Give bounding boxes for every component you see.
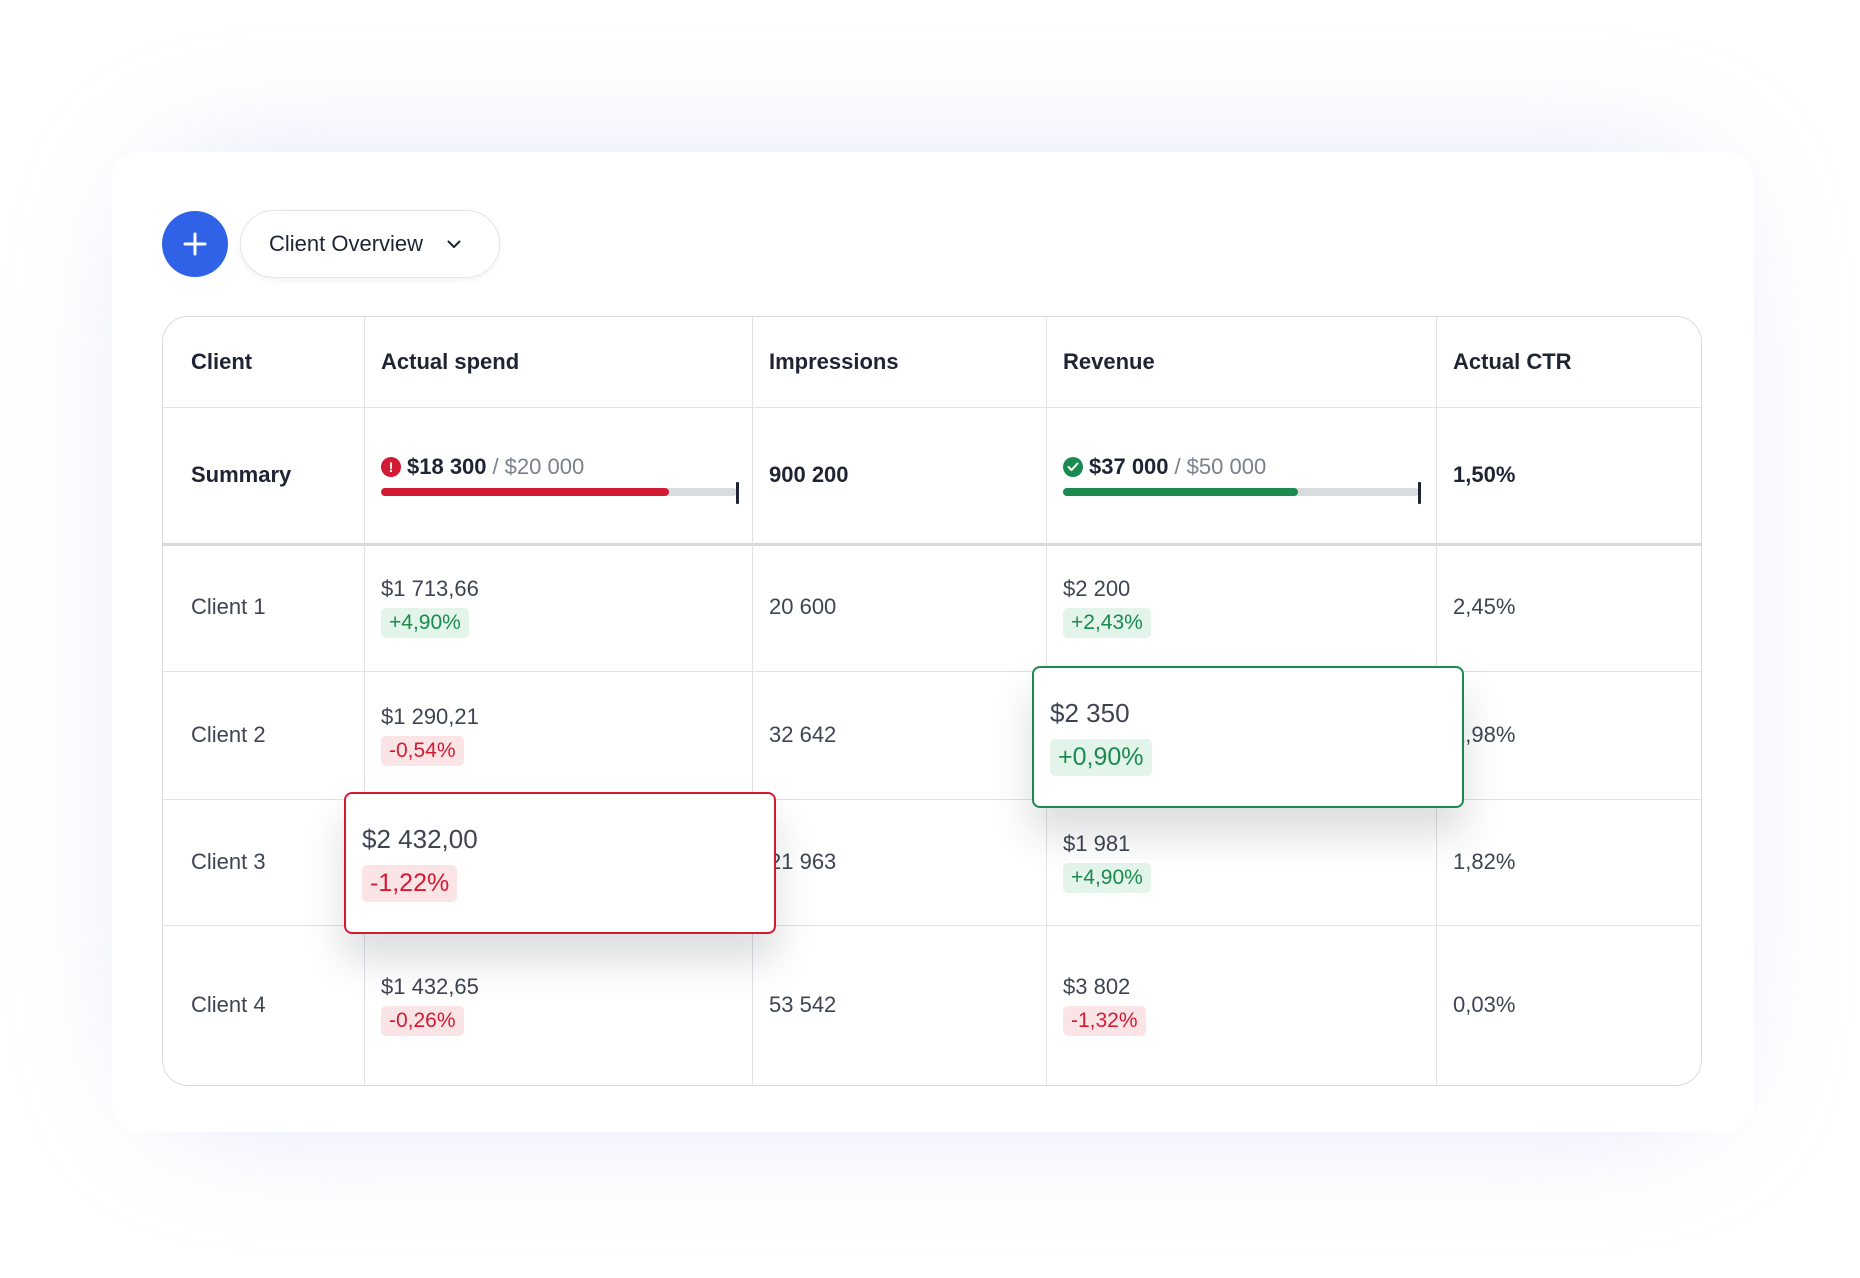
- impressions-value: 32 642: [769, 722, 837, 747]
- spend-edit-popover[interactable]: $2 432,00 -1,22%: [344, 792, 776, 934]
- revenue-value: $3 802: [1063, 974, 1131, 999]
- revenue-cell[interactable]: $1 981 +4,90%: [1047, 799, 1437, 925]
- impressions-value: 20 600: [769, 594, 837, 619]
- spend-value: $1 290,21: [381, 704, 479, 729]
- revenue-value: $1 981: [1063, 831, 1131, 856]
- summary-ctr: 1,50%: [1453, 462, 1516, 487]
- table-row[interactable]: Client 4 $1 432,65 -0,26% 53 542 $3 802 …: [163, 925, 1701, 1085]
- popover-spend-change-badge: -1,22%: [362, 865, 458, 902]
- header-actual-spend[interactable]: Actual spend: [365, 317, 753, 407]
- table-row[interactable]: Client 3 21 963 $1 981 +4,90% 1,82%: [163, 799, 1701, 926]
- spend-progress-fill: [381, 488, 670, 496]
- revenue-progress-fill: [1063, 488, 1298, 496]
- revenue-target-marker: [1418, 482, 1421, 504]
- summary-label: Summary: [191, 462, 292, 487]
- popover-revenue-change-badge: +0,90%: [1050, 739, 1152, 776]
- ctr-value: 2,45%: [1453, 594, 1516, 619]
- summary-spend-current: $18 300: [407, 454, 487, 479]
- check-circle-icon: [1063, 457, 1083, 477]
- plus-icon: [183, 232, 207, 256]
- error-icon: !: [381, 457, 401, 477]
- revenue-value: $2 200: [1063, 576, 1131, 601]
- summary-revenue-current: $37 000: [1089, 454, 1169, 479]
- summary-revenue-cell[interactable]: $37 000 / $50 000: [1047, 407, 1437, 543]
- header-impressions[interactable]: Impressions: [753, 317, 1047, 407]
- table-header-row: Client Actual spend Impressions Revenue …: [163, 317, 1701, 408]
- client-name: Client 2: [191, 722, 266, 747]
- ctr-value: 2,98%: [1453, 722, 1516, 747]
- spend-cell[interactable]: $1 432,65 -0,26%: [365, 925, 753, 1085]
- popover-revenue-value: $2 350: [1050, 698, 1130, 728]
- ctr-value: 1,82%: [1453, 849, 1516, 874]
- chevron-down-icon: [447, 240, 461, 248]
- impressions-value: 53 542: [769, 992, 837, 1017]
- view-selector-dropdown[interactable]: Client Overview: [240, 210, 501, 278]
- revenue-cell[interactable]: $3 802 -1,32%: [1047, 925, 1437, 1085]
- spend-value: $1 432,65: [381, 974, 479, 999]
- summary-row: Summary ! $18 300 / $20 000 900 200: [163, 407, 1701, 546]
- client-overview-card: Client Overview Client Actual spend Impr…: [112, 152, 1754, 1132]
- spend-change-badge: -0,26%: [381, 1006, 464, 1036]
- spend-cell[interactable]: $1 290,21 -0,54%: [365, 671, 753, 799]
- revenue-change-badge: +4,90%: [1063, 863, 1151, 893]
- revenue-edit-popover[interactable]: $2 350 +0,90%: [1032, 666, 1464, 808]
- client-name: Client 3: [191, 849, 266, 874]
- client-table: Client Actual spend Impressions Revenue …: [162, 316, 1702, 1086]
- table-row[interactable]: Client 2 $1 290,21 -0,54% 32 642 2,98%: [163, 671, 1701, 800]
- impressions-value: 21 963: [769, 849, 837, 874]
- header-revenue[interactable]: Revenue: [1047, 317, 1437, 407]
- summary-impressions: 900 200: [769, 462, 849, 487]
- summary-spend-cell[interactable]: ! $18 300 / $20 000: [365, 407, 753, 543]
- spend-cell[interactable]: $1 713,66 +4,90%: [365, 543, 753, 671]
- revenue-cell[interactable]: $2 200 +2,43%: [1047, 543, 1437, 671]
- spend-progress-bar: [381, 482, 739, 504]
- popover-spend-value: $2 432,00: [362, 824, 478, 854]
- revenue-change-badge: +2,43%: [1063, 608, 1151, 638]
- summary-revenue-target: $50 000: [1186, 454, 1267, 479]
- revenue-change-badge: -1,32%: [1063, 1006, 1146, 1036]
- toolbar: Client Overview: [162, 210, 501, 278]
- summary-spend-target: $20 000: [504, 454, 585, 479]
- ctr-value: 0,03%: [1453, 992, 1516, 1017]
- spend-target-marker: [736, 482, 739, 504]
- spend-value: $1 713,66: [381, 576, 479, 601]
- spend-change-badge: -0,54%: [381, 736, 464, 766]
- header-client[interactable]: Client: [163, 317, 365, 407]
- spend-change-badge: +4,90%: [381, 608, 469, 638]
- client-name: Client 4: [191, 992, 266, 1017]
- table-row[interactable]: Client 1 $1 713,66 +4,90% 20 600 $2 200 …: [163, 543, 1701, 672]
- add-button[interactable]: [162, 211, 228, 277]
- revenue-progress-bar: [1063, 482, 1421, 504]
- view-selector-label: Client Overview: [269, 231, 424, 256]
- client-name: Client 1: [191, 594, 266, 619]
- header-actual-ctr[interactable]: Actual CTR: [1453, 349, 1572, 374]
- summary-spend-separator: /: [492, 454, 499, 479]
- summary-revenue-separator: /: [1174, 454, 1181, 479]
